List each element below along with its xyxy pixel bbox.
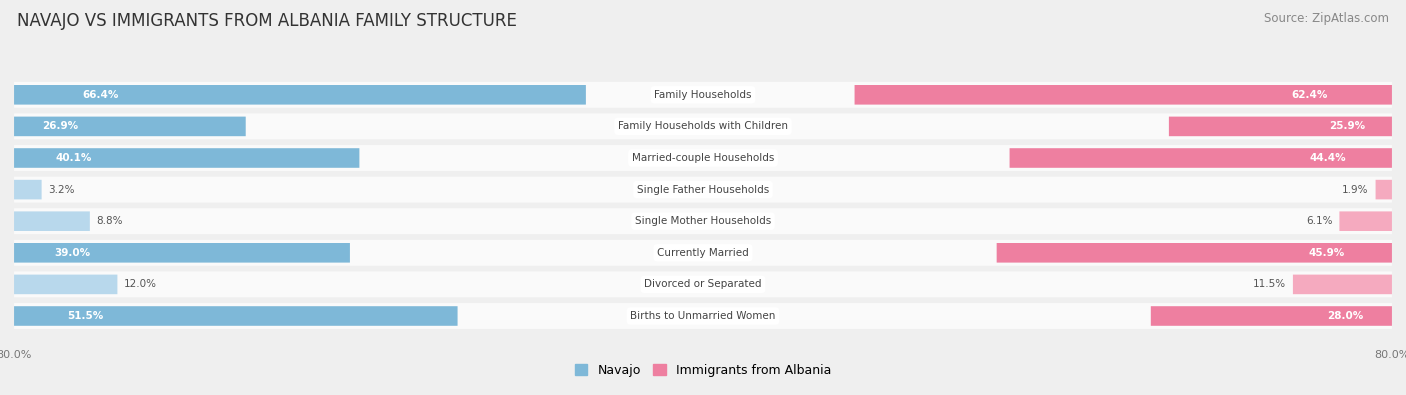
Text: 3.2%: 3.2%	[48, 184, 75, 195]
FancyBboxPatch shape	[14, 117, 246, 136]
FancyBboxPatch shape	[14, 240, 1392, 266]
Text: Family Households with Children: Family Households with Children	[619, 121, 787, 132]
Text: 25.9%: 25.9%	[1329, 121, 1365, 132]
Text: Family Households: Family Households	[654, 90, 752, 100]
FancyBboxPatch shape	[14, 243, 350, 263]
FancyBboxPatch shape	[997, 243, 1392, 263]
Text: 51.5%: 51.5%	[67, 311, 104, 321]
Text: Married-couple Households: Married-couple Households	[631, 153, 775, 163]
Text: 66.4%: 66.4%	[83, 90, 120, 100]
Text: 1.9%: 1.9%	[1343, 184, 1368, 195]
FancyBboxPatch shape	[1375, 180, 1392, 199]
Text: 40.1%: 40.1%	[55, 153, 91, 163]
Text: Source: ZipAtlas.com: Source: ZipAtlas.com	[1264, 12, 1389, 25]
Text: Single Father Households: Single Father Households	[637, 184, 769, 195]
Text: Single Mother Households: Single Mother Households	[636, 216, 770, 226]
FancyBboxPatch shape	[1340, 211, 1392, 231]
FancyBboxPatch shape	[14, 113, 1392, 139]
FancyBboxPatch shape	[1168, 117, 1392, 136]
FancyBboxPatch shape	[14, 177, 1392, 203]
Text: 44.4%: 44.4%	[1309, 153, 1346, 163]
Text: 28.0%: 28.0%	[1327, 311, 1362, 321]
Text: 8.8%: 8.8%	[97, 216, 124, 226]
FancyBboxPatch shape	[14, 82, 1392, 108]
FancyBboxPatch shape	[855, 85, 1392, 105]
FancyBboxPatch shape	[1152, 306, 1392, 326]
Text: NAVAJO VS IMMIGRANTS FROM ALBANIA FAMILY STRUCTURE: NAVAJO VS IMMIGRANTS FROM ALBANIA FAMILY…	[17, 12, 517, 30]
FancyBboxPatch shape	[14, 271, 1392, 297]
FancyBboxPatch shape	[1294, 275, 1392, 294]
FancyBboxPatch shape	[1010, 148, 1392, 168]
Text: Currently Married: Currently Married	[657, 248, 749, 258]
FancyBboxPatch shape	[14, 148, 360, 168]
Text: 6.1%: 6.1%	[1306, 216, 1333, 226]
Text: Divorced or Separated: Divorced or Separated	[644, 279, 762, 290]
FancyBboxPatch shape	[14, 275, 117, 294]
Text: 26.9%: 26.9%	[42, 121, 77, 132]
FancyBboxPatch shape	[14, 85, 586, 105]
FancyBboxPatch shape	[14, 211, 90, 231]
FancyBboxPatch shape	[14, 180, 42, 199]
FancyBboxPatch shape	[14, 208, 1392, 234]
Text: 11.5%: 11.5%	[1253, 279, 1286, 290]
Text: 12.0%: 12.0%	[124, 279, 157, 290]
Text: Births to Unmarried Women: Births to Unmarried Women	[630, 311, 776, 321]
Text: 62.4%: 62.4%	[1291, 90, 1327, 100]
FancyBboxPatch shape	[14, 306, 457, 326]
Legend: Navajo, Immigrants from Albania: Navajo, Immigrants from Albania	[569, 359, 837, 382]
FancyBboxPatch shape	[14, 303, 1392, 329]
FancyBboxPatch shape	[14, 145, 1392, 171]
Text: 39.0%: 39.0%	[55, 248, 90, 258]
Text: 45.9%: 45.9%	[1308, 248, 1344, 258]
